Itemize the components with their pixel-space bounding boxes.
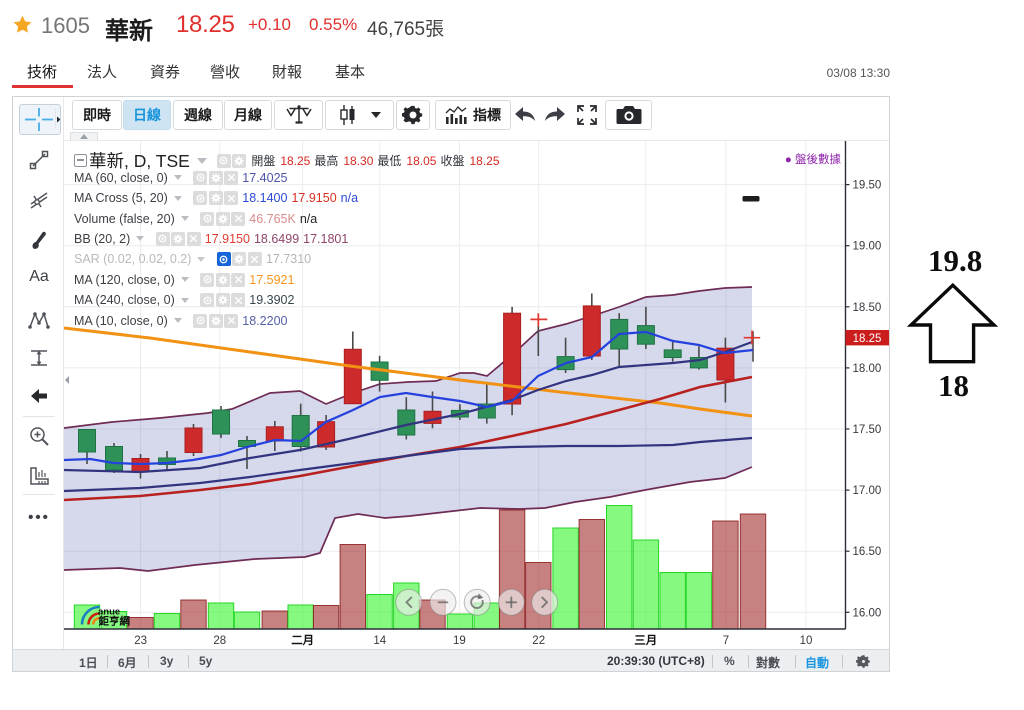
svg-text:14: 14	[373, 635, 386, 647]
svg-text:19: 19	[453, 635, 466, 647]
svg-text:18.25: 18.25	[853, 333, 882, 345]
svg-text:17.50: 17.50	[853, 424, 882, 436]
svg-text:23: 23	[134, 635, 147, 647]
svg-text:16.00: 16.00	[853, 607, 882, 619]
svg-text:三月: 三月	[634, 634, 657, 647]
svg-text:19.00: 19.00	[853, 241, 882, 253]
svg-text:7: 7	[723, 635, 729, 647]
svg-text:18.00: 18.00	[853, 363, 882, 375]
svg-text:28: 28	[213, 635, 226, 647]
svg-text:二月: 二月	[291, 634, 314, 647]
svg-text:16.50: 16.50	[853, 546, 882, 558]
svg-text:anue: anue	[98, 607, 120, 618]
svg-text:18.50: 18.50	[853, 302, 882, 314]
svg-text:10: 10	[800, 635, 813, 647]
svg-text:17.00: 17.00	[853, 485, 882, 497]
svg-text:鉅亨網: 鉅亨網	[99, 615, 131, 628]
svg-text:22: 22	[532, 635, 545, 647]
svg-text:19.50: 19.50	[853, 180, 882, 192]
